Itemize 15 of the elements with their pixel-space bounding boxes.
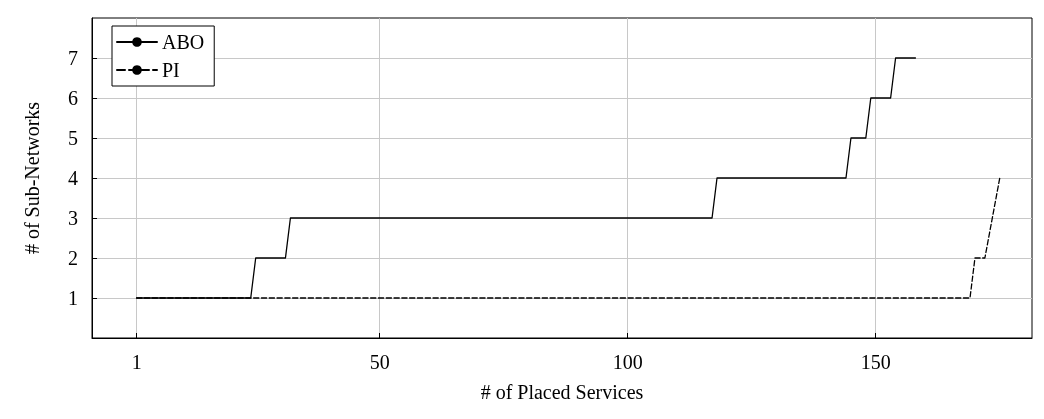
y-tick-label: 4 xyxy=(68,167,78,189)
y-tick-label: 2 xyxy=(68,247,78,269)
x-tick-label: 50 xyxy=(369,351,390,373)
x-tick-label: 150 xyxy=(860,351,891,373)
legend-label: PI xyxy=(162,59,180,81)
y-tick-label: 6 xyxy=(68,87,78,109)
y-axis-title: # of Sub-Networks xyxy=(21,101,43,255)
x-tick-label: 100 xyxy=(612,351,643,373)
y-tick-label: 3 xyxy=(68,207,78,229)
y-tick-label: 7 xyxy=(68,47,78,69)
legend-label: ABO xyxy=(162,31,205,53)
y-tick-label: 5 xyxy=(68,127,78,149)
x-axis-title: # of Placed Services xyxy=(480,381,644,403)
y-tick-label: 1 xyxy=(68,287,78,309)
x-tick-label: 1 xyxy=(131,351,142,373)
